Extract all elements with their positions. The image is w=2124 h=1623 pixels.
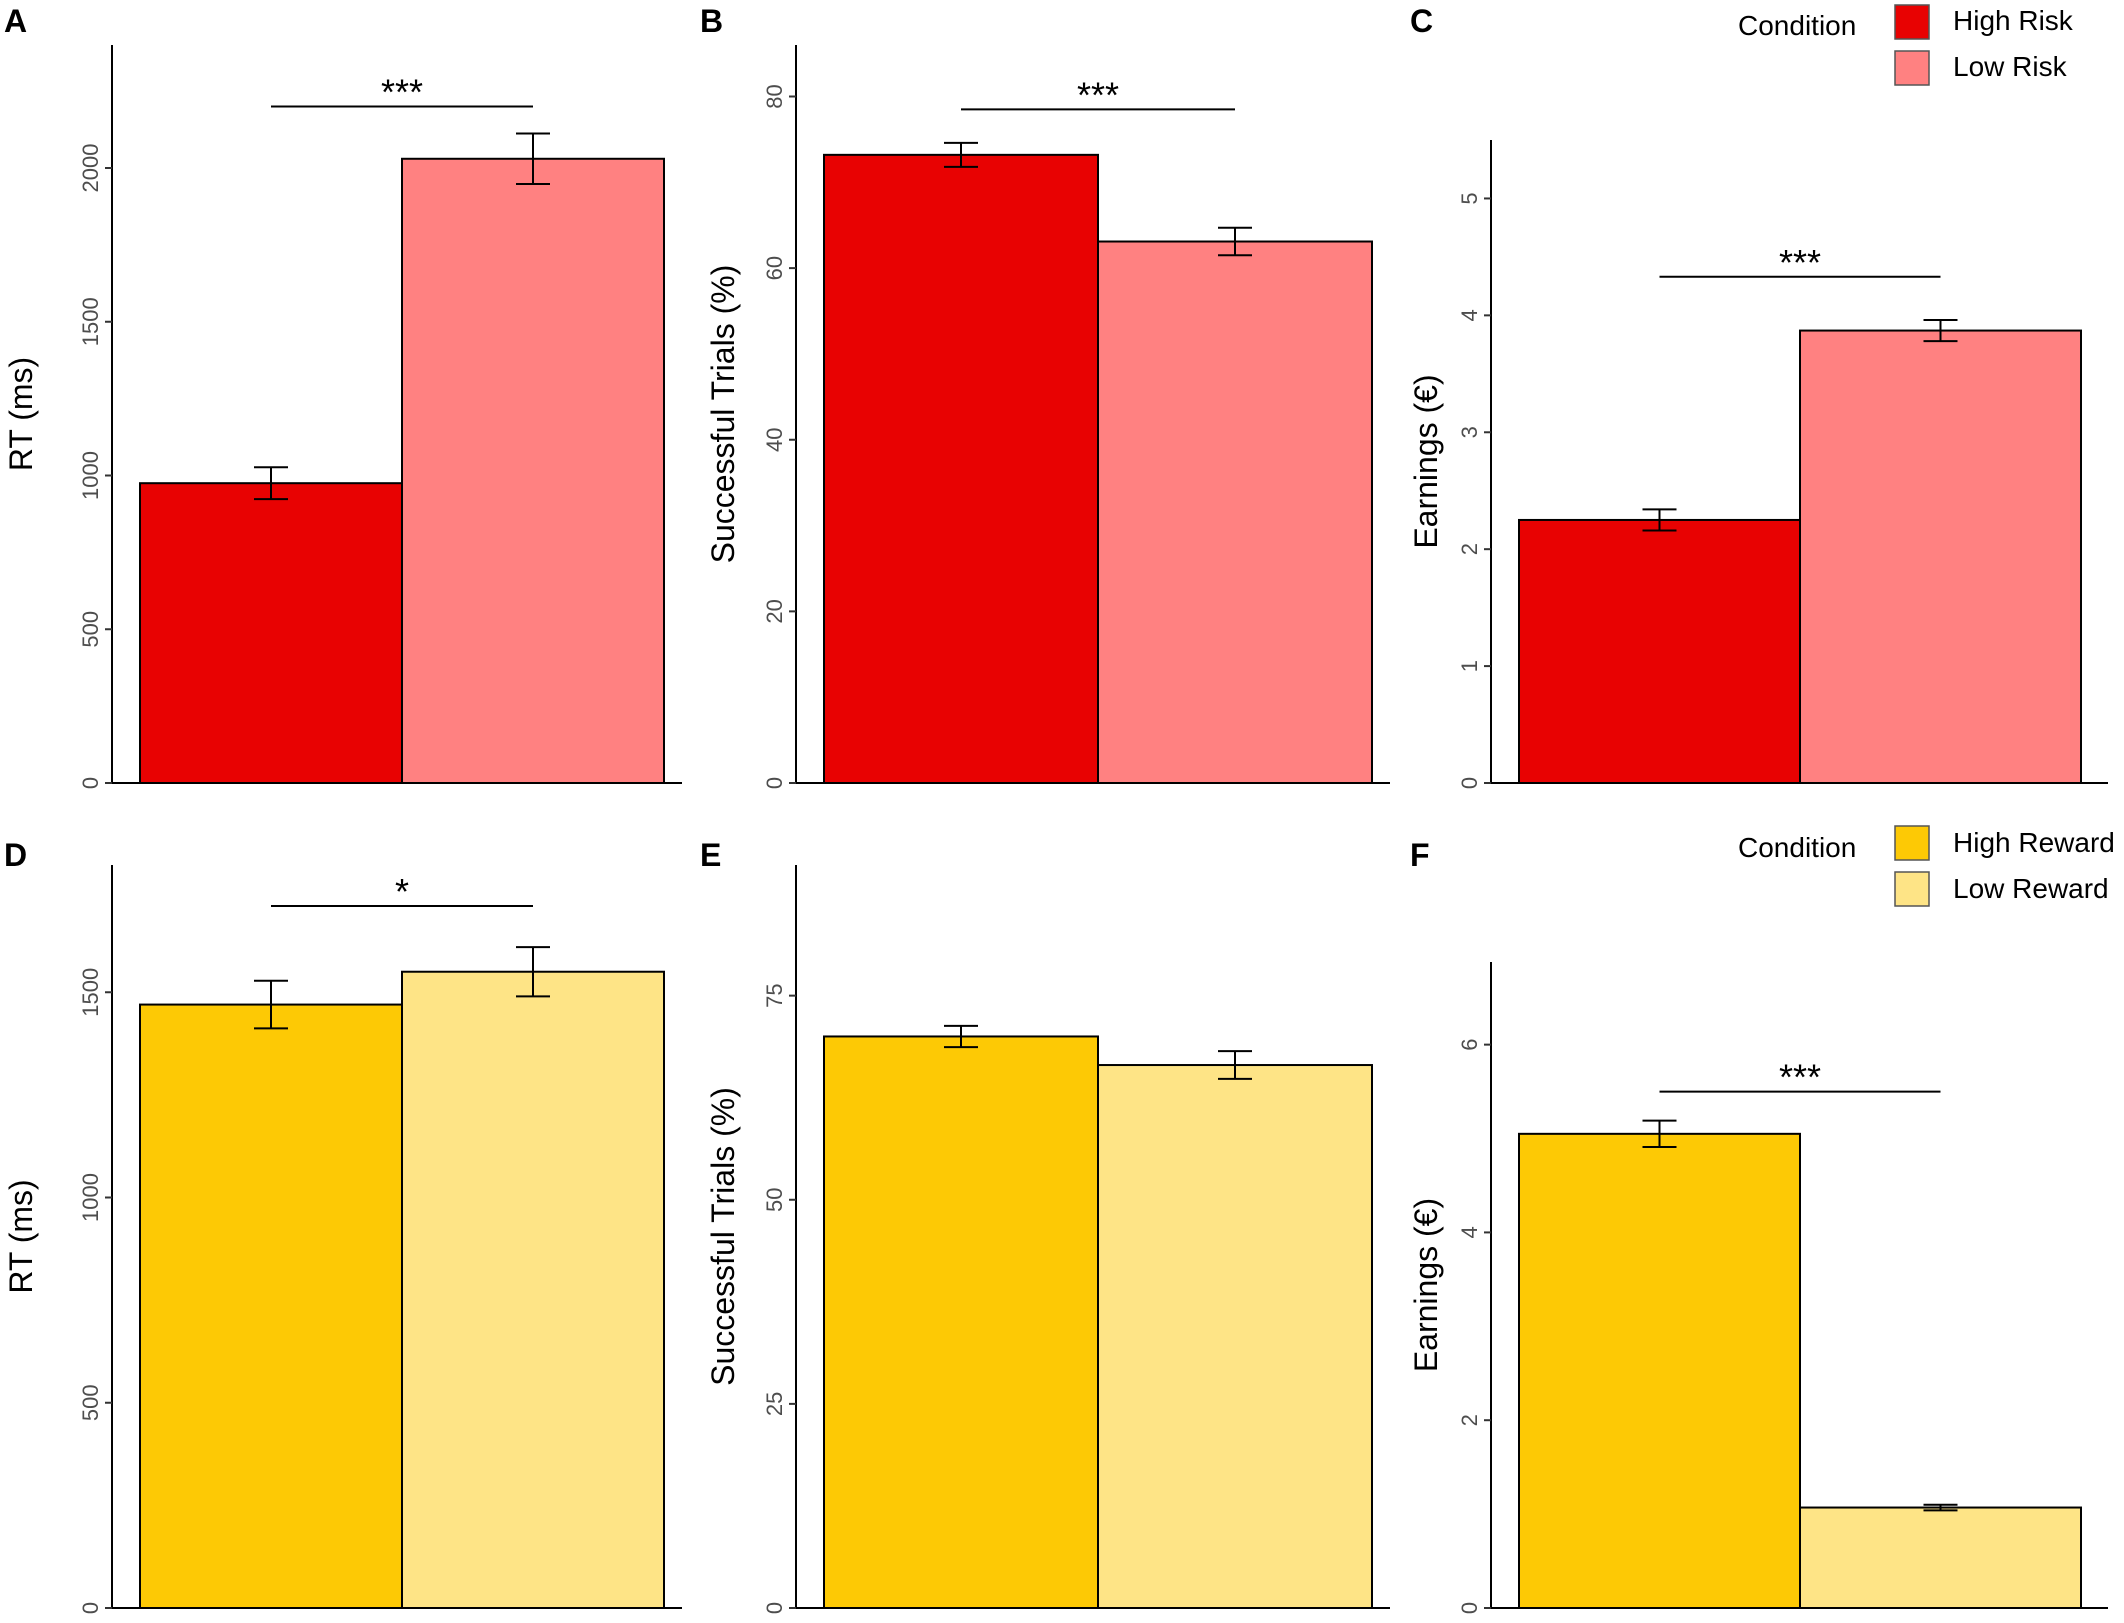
significance-label: ***	[1077, 74, 1119, 115]
y-tick-label: 5	[1457, 192, 1482, 204]
legend-risk-label-high: High Risk	[1953, 5, 2074, 36]
y-tick-label: 1500	[78, 968, 103, 1017]
legend-risk: Condition High Risk Low Risk	[1738, 4, 2074, 86]
panel-d: D 0 500 1000 1500 RT (ms) *	[3, 837, 682, 1614]
panel-letter: F	[1410, 837, 1430, 873]
error-bar	[1218, 1050, 1252, 1080]
panel-letter: B	[700, 3, 723, 39]
error-bar	[1218, 226, 1252, 257]
error-bar	[254, 466, 288, 501]
legend-reward: Condition High Reward Low Reward	[1738, 825, 2115, 907]
bar-high-reward	[1518, 1132, 1801, 1609]
bar-high-risk	[823, 153, 1099, 784]
y-tick-label: 75	[762, 983, 787, 1007]
y-tick-label: 6	[1457, 1039, 1482, 1051]
error-bar	[944, 141, 978, 168]
y-tick-label: 25	[762, 1392, 787, 1416]
error-bar	[1642, 1119, 1677, 1148]
panel-e: E 0 25 50 75 Successful Trials (%)	[700, 837, 1390, 1614]
y-tick-label: 2	[1457, 543, 1482, 555]
y-tick-label: 0	[1457, 777, 1482, 789]
y-axis-title: Successful Trials (%)	[705, 265, 741, 564]
panel-a: A 0 500 1000 1500 2000 RT (ms) ***	[3, 3, 682, 789]
panel-f: F 0 2 4 6 Earnings (€) ***	[1408, 837, 2108, 1614]
legend-risk-key-low	[1894, 50, 1930, 86]
bar-low-reward	[1097, 1064, 1373, 1609]
y-tick-label: 4	[1457, 1226, 1482, 1238]
significance-label: ***	[381, 72, 423, 113]
y-axis-title: Earnings (€)	[1408, 374, 1444, 548]
y-tick-label: 500	[78, 1384, 103, 1421]
bar-high-risk	[139, 482, 403, 784]
y-tick-label: 0	[1457, 1602, 1482, 1614]
y-tick-label: 0	[78, 777, 103, 789]
legend-reward-title: Condition	[1738, 832, 1856, 863]
panel-letter: A	[4, 3, 27, 39]
bar-high-reward	[823, 1035, 1099, 1609]
y-tick-label: 0	[762, 777, 787, 789]
y-tick-label: 60	[762, 256, 787, 280]
bar-low-reward	[1799, 1506, 2082, 1610]
y-axis-title: RT (ms)	[3, 357, 39, 471]
y-axis-title: Successful Trials (%)	[705, 1087, 741, 1386]
y-tick-label: 3	[1457, 426, 1482, 438]
error-bar	[944, 1024, 978, 1049]
legend-reward-label-high: High Reward	[1953, 827, 2115, 858]
y-axis-title: Earnings (€)	[1408, 1198, 1444, 1372]
error-bar	[516, 132, 550, 185]
y-tick-label: 80	[762, 84, 787, 108]
legend-reward-label-low: Low Reward	[1953, 873, 2109, 904]
bar-low-risk	[1799, 329, 2082, 784]
legend-risk-key-high	[1894, 4, 1930, 40]
error-bar	[516, 946, 550, 998]
panel-letter: E	[700, 837, 721, 873]
error-bar	[1642, 508, 1677, 532]
legend-reward-key-low	[1894, 871, 1930, 907]
panel-letter: D	[4, 837, 27, 873]
error-bar	[254, 979, 288, 1030]
error-bar	[1923, 1503, 1958, 1512]
y-tick-label: 20	[762, 599, 787, 623]
y-tick-label: 0	[762, 1602, 787, 1614]
legend-risk-label-low: Low Risk	[1953, 51, 2068, 82]
y-tick-label: 1000	[78, 1173, 103, 1222]
y-tick-label: 1500	[78, 297, 103, 346]
significance-label: *	[395, 871, 409, 912]
y-tick-label: 50	[762, 1188, 787, 1212]
y-tick-label: 1	[1457, 660, 1482, 672]
y-tick-label: 4	[1457, 309, 1482, 321]
panel-b: B 0 20 40 60 80 Successful Trials (%) ***	[700, 3, 1390, 789]
bar-low-risk	[401, 157, 665, 784]
significance-label: ***	[1779, 1057, 1821, 1098]
legend-risk-title: Condition	[1738, 10, 1856, 41]
y-tick-label: 1000	[78, 451, 103, 500]
bar-high-reward	[139, 1003, 403, 1609]
y-tick-label: 2	[1457, 1414, 1482, 1426]
legend-reward-key-high	[1894, 825, 1930, 861]
bar-low-reward	[401, 970, 665, 1609]
panel-c: C 0 1 2 3 4 5 Earnings (€) ***	[1408, 3, 2108, 789]
y-tick-label: 2000	[78, 144, 103, 193]
y-axis-title: RT (ms)	[3, 1179, 39, 1293]
significance-label: ***	[1779, 242, 1821, 283]
bar-low-risk	[1097, 240, 1373, 784]
panel-letter: C	[1410, 3, 1433, 39]
bar-high-risk	[1518, 518, 1801, 784]
y-tick-label: 0	[78, 1602, 103, 1614]
error-bar	[1923, 319, 1958, 343]
y-tick-label: 500	[78, 611, 103, 648]
y-tick-label: 40	[762, 428, 787, 452]
